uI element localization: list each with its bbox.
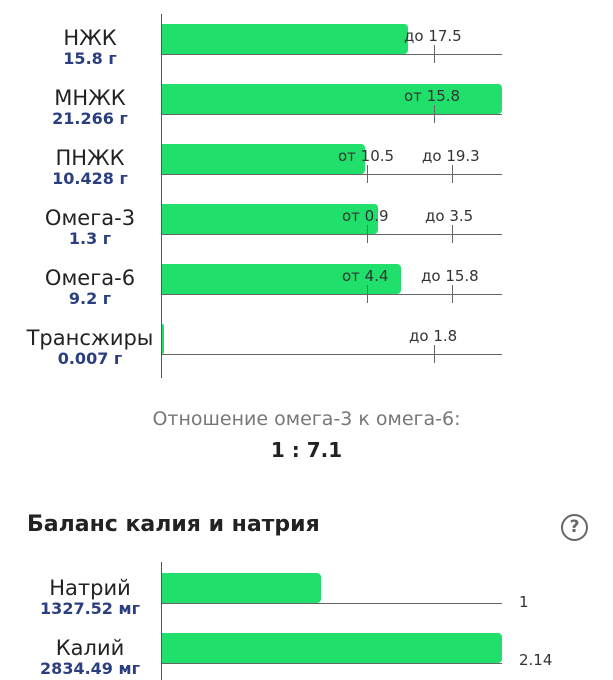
fat-value: 10.428 г (52, 169, 128, 188)
fat-name: Трансжиры (26, 326, 154, 350)
fat-name: МНЖК (54, 86, 126, 110)
ratio-value: 1 : 7.1 (270, 438, 343, 462)
fat-baseline (162, 354, 502, 355)
fat-value: 9.2 г (68, 289, 112, 308)
fat-tick-label: до 17.5 (404, 27, 462, 45)
balance-row-label: Калий 2834.49 мг (0, 638, 180, 677)
fat-name: НЖК (63, 26, 117, 50)
balance-baseline (162, 603, 502, 604)
balance-row-label: Натрий 1327.52 мг (0, 578, 180, 617)
fat-tick (452, 165, 453, 183)
fat-tick (452, 285, 453, 303)
fat-tick-label: от 10.5 (338, 147, 395, 165)
fat-tick (434, 345, 435, 363)
fat-tick-label: до 1.8 (409, 327, 458, 345)
fat-tick (452, 225, 453, 243)
fat-row-label: Трансжиры 0.007 г (0, 328, 180, 367)
balance-value: 1327.52 мг (40, 599, 140, 618)
balance-marker: 1 (519, 593, 529, 611)
balance-bar (162, 573, 321, 603)
help-icon[interactable]: ? (561, 514, 588, 541)
balance-bar (162, 633, 502, 663)
balance-name: Натрий (49, 576, 131, 600)
fat-row-label: Омега-3 1.3 г (0, 208, 180, 247)
fat-tick-label: до 19.3 (422, 147, 480, 165)
fat-row-label: Омега-6 9.2 г (0, 268, 180, 307)
fat-bar (162, 324, 164, 354)
fat-row-label: МНЖК 21.266 г (0, 88, 180, 127)
balance-marker: 2.14 (519, 651, 553, 669)
balance-axis (161, 562, 162, 680)
fat-tick-label: от 0.9 (342, 207, 389, 225)
fat-baseline (162, 54, 502, 55)
fat-tick-label: до 3.5 (425, 207, 474, 225)
fat-bar (162, 24, 408, 54)
fat-tick-label: от 4.4 (342, 267, 389, 285)
fat-bar (162, 84, 502, 114)
fat-value: 21.266 г (52, 109, 128, 128)
fat-baseline (162, 174, 502, 175)
fat-tick-label: от 15.8 (404, 87, 461, 105)
fat-value: 15.8 г (63, 49, 117, 68)
fats-axis (161, 14, 162, 378)
fat-tick (434, 45, 435, 63)
fat-bar (162, 204, 378, 234)
fat-tick (367, 165, 368, 183)
fat-tick (367, 225, 368, 243)
fat-bar (162, 264, 401, 294)
fat-name: ПНЖК (55, 146, 125, 170)
fat-row-label: НЖК 15.8 г (0, 28, 180, 67)
fat-baseline (162, 234, 502, 235)
fat-tick (367, 285, 368, 303)
balance-name: Калий (55, 636, 125, 660)
balance-baseline (162, 663, 502, 664)
balance-section-title: Баланс калия и натрия (27, 512, 320, 537)
fat-row-label: ПНЖК 10.428 г (0, 148, 180, 187)
fat-tick (434, 105, 435, 123)
balance-value: 2834.49 мг (40, 659, 140, 678)
fat-baseline (162, 294, 502, 295)
fat-value: 1.3 г (68, 229, 112, 248)
fat-bar (162, 144, 365, 174)
fat-name: Омега-6 (44, 266, 136, 290)
fat-baseline (162, 114, 502, 115)
ratio-caption: Отношение омега-3 к омега-6: (152, 408, 461, 430)
fat-value: 0.007 г (57, 349, 123, 368)
fat-tick-label: до 15.8 (421, 267, 479, 285)
fat-name: Омега-3 (44, 206, 136, 230)
